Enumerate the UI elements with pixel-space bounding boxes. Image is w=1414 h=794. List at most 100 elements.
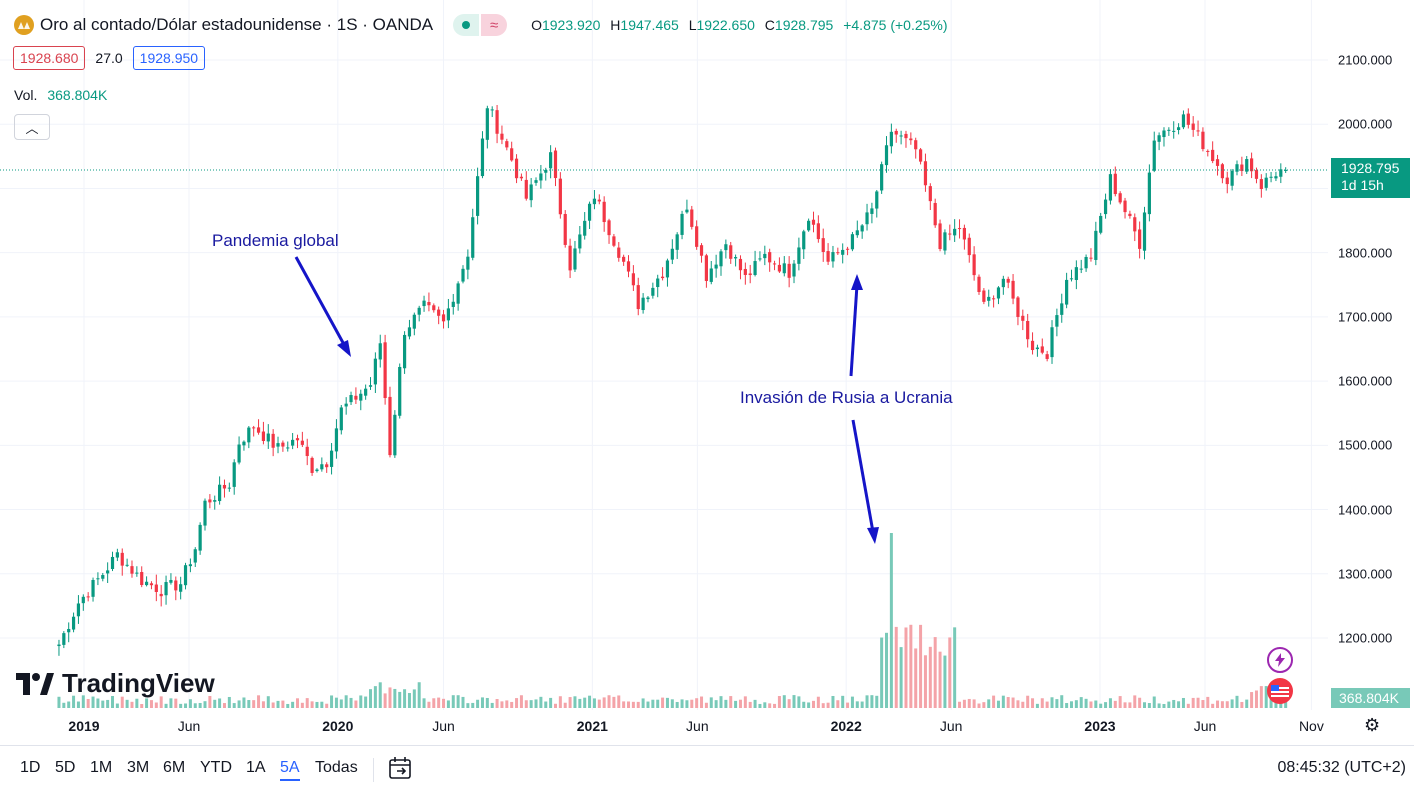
candle-body: [1172, 130, 1176, 132]
volume-bar: [407, 693, 411, 708]
candle-body: [729, 245, 733, 259]
timeframe-5d[interactable]: 5D: [55, 759, 76, 776]
price-chart[interactable]: [0, 0, 1414, 745]
candle-body: [252, 427, 256, 429]
candle-body: [665, 260, 670, 278]
candle-body: [904, 133, 908, 139]
candle-body: [748, 273, 752, 276]
gear-icon[interactable]: ⚙: [1364, 715, 1381, 735]
volume-bar: [592, 698, 596, 708]
volume-bar: [821, 703, 825, 708]
volume-bar: [310, 701, 314, 708]
volume-bar: [758, 703, 762, 708]
candle-body: [471, 217, 475, 258]
price-axis-label: 1800.000: [1338, 245, 1393, 261]
candle-body: [427, 302, 431, 306]
volume-bar: [811, 700, 815, 708]
volume-bar: [943, 655, 947, 708]
candle-body: [1030, 340, 1035, 351]
volume-bar: [1201, 700, 1205, 708]
candle-body: [597, 199, 601, 202]
volume-bar: [1128, 702, 1132, 708]
volume-bar: [485, 697, 489, 708]
candle-body: [636, 285, 640, 310]
volume-bar: [850, 696, 854, 708]
volume-bar: [1094, 700, 1098, 708]
market-status[interactable]: ≈: [453, 14, 508, 36]
candle-body: [889, 131, 893, 147]
candle-body: [646, 297, 650, 300]
volume-bar: [743, 696, 747, 708]
candle-body: [519, 176, 524, 179]
volume-bar: [412, 689, 416, 708]
volume-bar: [1225, 701, 1229, 708]
volume-bar: [81, 695, 85, 708]
calendar-goto-icon[interactable]: [388, 756, 414, 787]
volume-bar: [1026, 695, 1030, 708]
clock-timezone[interactable]: 08:45:32 (UTC+2): [1277, 759, 1406, 776]
candle-body: [1250, 158, 1254, 172]
us-flag-icon[interactable]: [1267, 678, 1293, 704]
candle-body: [656, 278, 660, 288]
candle-body: [617, 247, 621, 258]
lightning-icon[interactable]: [1267, 647, 1293, 673]
volume-bar: [145, 698, 149, 708]
volume-bar: [846, 702, 850, 708]
volume-bar: [198, 702, 202, 708]
sell-button[interactable]: 1928.680: [13, 46, 86, 70]
candle-body: [364, 388, 368, 396]
candle-body: [675, 234, 679, 250]
price-axis-label: 1500.000: [1338, 437, 1393, 453]
candle-body: [67, 628, 71, 633]
candle-body: [592, 198, 597, 205]
spread-value: 27.0: [95, 50, 123, 66]
volume-bar: [1089, 701, 1093, 708]
candle-body: [130, 566, 134, 574]
candle-body: [758, 258, 762, 260]
candle-body: [476, 176, 480, 216]
candle-body: [1050, 327, 1054, 358]
candle-body: [125, 564, 129, 566]
volume-bar: [261, 701, 265, 708]
volume-bar: [904, 627, 908, 708]
volume-bar: [188, 699, 192, 708]
volume-bar: [782, 695, 786, 708]
candle-body: [81, 596, 85, 604]
timeframe-1d[interactable]: 1D: [20, 759, 41, 776]
candle-body: [529, 184, 533, 201]
volume-bar: [1021, 701, 1025, 708]
candle-body: [159, 593, 163, 597]
volume-bar: [860, 701, 864, 708]
candle-body: [928, 186, 932, 202]
timeframe-1m[interactable]: 1M: [90, 759, 113, 776]
timeframe-todas[interactable]: Todas: [315, 759, 358, 776]
volume-bar: [563, 702, 567, 708]
buy-button[interactable]: 1928.950: [132, 46, 206, 70]
volume-bar: [500, 701, 504, 708]
timeframe-ytd[interactable]: YTD: [200, 759, 232, 776]
volume-bar: [670, 699, 674, 708]
candle-body: [1142, 212, 1147, 251]
volume-bar: [972, 699, 976, 708]
candle-body: [699, 245, 704, 256]
candle-body: [1045, 354, 1049, 359]
timeframe-5a[interactable]: 5A: [280, 759, 300, 781]
volume-bar: [1230, 699, 1234, 708]
candle-body: [1040, 346, 1044, 353]
timeframe-1a[interactable]: 1A: [246, 759, 266, 776]
volume-bar: [646, 701, 650, 708]
candle-body: [1274, 176, 1278, 179]
volume-bar: [193, 703, 197, 708]
volume-bar: [583, 697, 587, 708]
timeframe-3m[interactable]: 3M: [127, 759, 150, 776]
price-axis-label: 1600.000: [1338, 373, 1393, 389]
symbol-title[interactable]: Oro al contado/Dólar estadounidense · 1S…: [40, 15, 434, 34]
candle-body: [670, 248, 674, 260]
collapse-legend-button[interactable]: ︿: [14, 114, 50, 140]
candle-body: [802, 231, 806, 250]
candle-body: [451, 301, 455, 307]
gold-coin-icon[interactable]: [14, 15, 34, 35]
timeframe-6m[interactable]: 6M: [163, 759, 186, 776]
volume-bar: [1055, 699, 1059, 708]
chart-area[interactable]: Oro al contado/Dólar estadounidense · 1S…: [0, 0, 1414, 745]
